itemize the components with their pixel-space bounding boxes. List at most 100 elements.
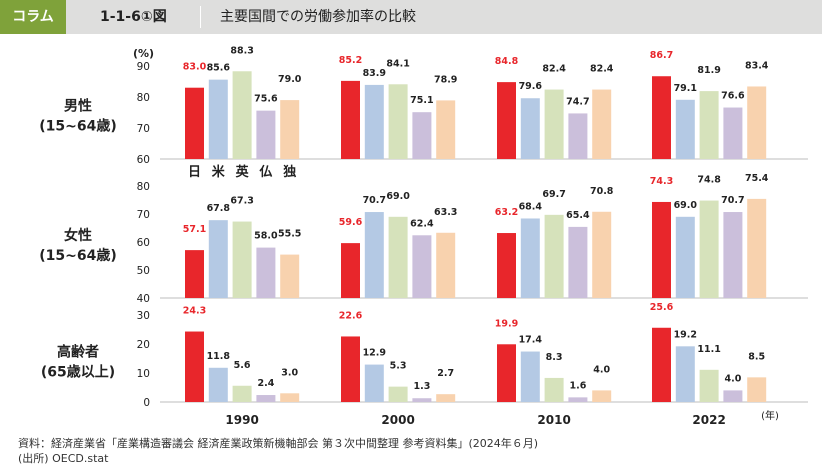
bar xyxy=(699,369,719,402)
bar xyxy=(388,216,408,298)
y-tick-label: 60 xyxy=(137,154,150,166)
bar xyxy=(436,232,456,298)
bar xyxy=(436,394,456,402)
data-label: 74.7 xyxy=(566,96,589,107)
y-unit-label: (%) xyxy=(133,47,154,60)
bar xyxy=(364,84,384,159)
bar xyxy=(280,254,300,298)
x-tick-label: 2010 xyxy=(537,413,570,427)
bar xyxy=(256,247,276,298)
bar xyxy=(208,367,228,402)
y-tick-label: 20 xyxy=(137,339,150,351)
x-tick-label: 1990 xyxy=(225,413,258,427)
bar xyxy=(412,235,432,298)
data-label: 74.3 xyxy=(650,176,673,187)
data-label: 55.5 xyxy=(278,229,301,240)
data-label: 8.3 xyxy=(546,352,563,363)
data-label: 81.9 xyxy=(697,65,720,76)
data-label: 70.7 xyxy=(721,195,744,206)
bar xyxy=(256,110,276,159)
bar xyxy=(341,80,360,159)
x-tick-label: 2000 xyxy=(381,413,414,427)
data-label: 74.8 xyxy=(697,175,721,186)
bar xyxy=(185,331,204,402)
bar xyxy=(185,250,204,298)
data-label: 82.4 xyxy=(542,64,566,75)
data-label: 58.0 xyxy=(254,231,278,242)
panel-sublabel: (65歳以上) xyxy=(41,364,115,381)
country-label: 英 xyxy=(235,164,250,180)
data-label: 70.8 xyxy=(590,186,614,197)
panel-sublabel: (15~64歳) xyxy=(39,118,117,135)
source-note: 資料：経済産業省「産業構造審議会 経済産業政策新機軸部会 第３次中間整理 参考資… xyxy=(18,437,539,450)
data-label: 67.8 xyxy=(207,203,231,214)
bar xyxy=(497,233,516,298)
y-tick-label: 80 xyxy=(137,181,150,193)
bar xyxy=(185,87,204,159)
data-label: 11.8 xyxy=(207,351,231,362)
header-divider xyxy=(200,6,201,28)
data-label: 2.7 xyxy=(437,368,454,379)
data-label: 83.9 xyxy=(363,68,386,79)
data-label: 25.6 xyxy=(650,302,674,313)
bar xyxy=(544,214,564,298)
data-label: 4.0 xyxy=(724,373,741,384)
data-label: 22.6 xyxy=(339,310,363,321)
panel-sublabel: (15~64歳) xyxy=(39,247,117,264)
y-tick-label: 0 xyxy=(143,397,150,409)
data-label: 85.6 xyxy=(207,63,231,74)
y-tick-label: 90 xyxy=(137,61,150,73)
data-label: 82.4 xyxy=(590,64,614,75)
bar xyxy=(232,221,252,298)
y-tick-label: 70 xyxy=(137,209,150,221)
y-tick-label: 50 xyxy=(137,265,150,277)
bar xyxy=(699,91,719,159)
data-label: 69.0 xyxy=(386,191,410,202)
bar xyxy=(723,212,743,298)
bar xyxy=(544,377,564,402)
y-tick-label: 40 xyxy=(137,293,150,305)
bar xyxy=(280,393,300,402)
data-label: 69.7 xyxy=(542,189,565,200)
bar xyxy=(747,377,767,402)
data-label: 1.3 xyxy=(413,381,430,392)
data-label: 19.2 xyxy=(674,329,697,340)
data-label: 3.0 xyxy=(281,367,298,378)
header-bar: コラム 1-1-6①図 主要国間での労働参加率の比較 xyxy=(0,0,822,34)
data-label: 5.6 xyxy=(234,360,251,371)
country-label: 仏 xyxy=(259,165,272,180)
data-label: 83.4 xyxy=(745,60,769,71)
data-label: 24.3 xyxy=(183,306,206,317)
data-label: 84.8 xyxy=(495,56,519,67)
data-label: 8.5 xyxy=(748,351,765,362)
bar xyxy=(652,201,671,298)
bar xyxy=(497,82,516,159)
figure-number: 1-1-6①図 xyxy=(100,9,167,25)
data-label: 79.6 xyxy=(519,81,543,92)
bar xyxy=(232,71,252,159)
data-label: 69.0 xyxy=(674,200,698,211)
bar xyxy=(412,112,432,159)
bar xyxy=(520,98,540,159)
data-label: 68.4 xyxy=(519,201,543,212)
panel-label: 高齢者 xyxy=(57,344,99,361)
data-label: 75.1 xyxy=(410,95,433,106)
data-label: 78.9 xyxy=(434,74,457,85)
data-label: 5.3 xyxy=(390,361,407,372)
data-label: 75.6 xyxy=(254,94,278,105)
data-label: 12.9 xyxy=(363,348,386,359)
data-label: 85.2 xyxy=(339,55,362,66)
bar xyxy=(592,211,612,298)
data-label: 4.0 xyxy=(593,364,610,375)
bar xyxy=(520,218,540,298)
bar xyxy=(412,398,432,402)
data-label: 2.4 xyxy=(257,378,274,389)
data-label: 62.4 xyxy=(410,218,434,229)
country-label: 米 xyxy=(212,164,226,180)
bar xyxy=(544,89,564,159)
data-label: 79.0 xyxy=(278,74,302,85)
data-label: 65.4 xyxy=(566,210,590,221)
bar xyxy=(723,107,743,159)
data-label: 83.0 xyxy=(183,62,207,73)
